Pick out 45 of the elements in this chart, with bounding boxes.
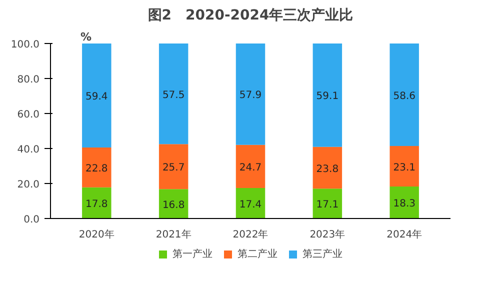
- y-tick-label: 100.0: [10, 40, 40, 50]
- data-label: 59.4: [86, 91, 108, 102]
- data-label: 59.1: [316, 91, 339, 102]
- data-label: 18.3: [393, 198, 416, 210]
- y-axis-title: %: [80, 30, 92, 44]
- bar: [312, 44, 342, 147]
- bar: [312, 146, 342, 189]
- bar: [82, 147, 112, 188]
- data-label: 17.1: [316, 200, 339, 211]
- y-tick-label: 20.0: [17, 180, 40, 190]
- data-label: 24.7: [239, 162, 262, 174]
- legend-label: 第二产业: [238, 248, 278, 261]
- bar: [158, 144, 188, 190]
- legend-label: 第三产业: [302, 248, 342, 261]
- x-tick-label: 2023年: [310, 228, 346, 240]
- data-label: 57.5: [162, 90, 185, 101]
- x-tick-label: 2021年: [156, 228, 192, 240]
- legend-label: 第一产业: [172, 248, 212, 261]
- data-label: 57.9: [239, 90, 262, 102]
- data-label: 25.7: [162, 162, 185, 174]
- x-tick-label: 2020年: [78, 228, 114, 240]
- data-label: 23.1: [393, 162, 416, 174]
- data-label: 22.8: [86, 163, 108, 174]
- x-tick-label: 2022年: [232, 228, 268, 240]
- bar: [390, 186, 419, 218]
- bar: [236, 144, 266, 188]
- data-label: 58.6: [393, 90, 416, 102]
- x-tick-label: 2024年: [386, 228, 422, 240]
- bar: [390, 146, 419, 186]
- data-label: 23.8: [316, 164, 339, 175]
- bar: [390, 44, 419, 146]
- bar: [158, 44, 188, 144]
- y-tick-label: 40.0: [17, 144, 40, 156]
- data-label: 17.8: [86, 198, 108, 210]
- data-label: 17.4: [239, 199, 262, 210]
- bar: [312, 188, 342, 218]
- y-tick-label: 0.0: [24, 214, 40, 226]
- bar: [236, 44, 266, 145]
- bar: [236, 188, 266, 218]
- bar: [82, 44, 112, 148]
- chart-title: 图2 2020-2024年三次产业比: [148, 6, 354, 24]
- data-label: 16.8: [162, 200, 185, 211]
- y-tick-label: 60.0: [17, 110, 40, 120]
- y-tick-label: 80.0: [17, 74, 40, 86]
- bar: [82, 187, 112, 218]
